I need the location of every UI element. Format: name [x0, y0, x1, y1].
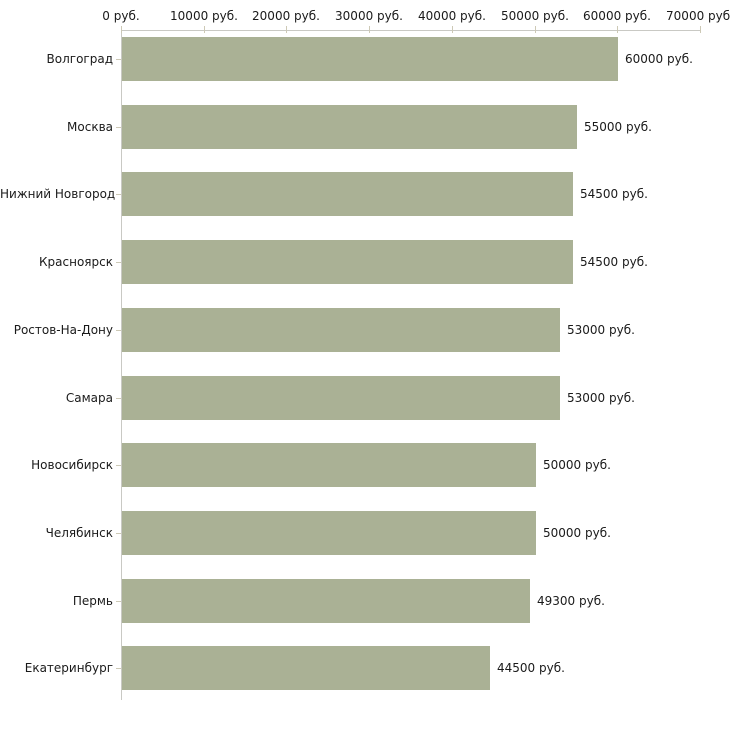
value-label: 54500 руб. — [580, 187, 648, 201]
y-axis-tick — [116, 465, 121, 466]
value-label: 50000 руб. — [543, 526, 611, 540]
category-label: Москва — [67, 120, 113, 134]
x-axis-tick-label: 70000 руб. — [666, 9, 730, 23]
x-axis-tick — [286, 26, 287, 33]
x-axis-tick-label: 20000 руб. — [252, 9, 320, 23]
x-axis-line — [121, 30, 700, 31]
y-axis-tick — [116, 533, 121, 534]
category-label: Ростов-На-Дону — [13, 323, 113, 337]
x-axis-tick-label: 10000 руб. — [170, 9, 238, 23]
category-label: Самара — [65, 391, 113, 405]
category-label: Волгоград — [46, 52, 113, 66]
x-axis-tick-label: 50000 руб. — [501, 9, 569, 23]
y-axis-line — [121, 30, 122, 700]
y-axis-tick — [116, 127, 121, 128]
y-axis-tick — [116, 601, 121, 602]
x-axis-tick-label: 40000 руб. — [418, 9, 486, 23]
x-axis-tick — [700, 26, 701, 33]
x-axis-tick — [369, 26, 370, 33]
y-axis-tick — [116, 668, 121, 669]
x-axis-tick-label: 30000 руб. — [335, 9, 403, 23]
value-label: 53000 руб. — [567, 391, 635, 405]
category-label: Челябинск — [45, 526, 113, 540]
y-axis-tick — [116, 59, 121, 60]
x-axis-tick — [204, 26, 205, 33]
bar — [122, 308, 560, 352]
category-label: Нижний Новгород — [0, 187, 116, 201]
category-label: Красноярск — [39, 255, 113, 269]
y-axis-tick — [116, 398, 121, 399]
bar — [122, 240, 573, 284]
bar — [122, 443, 536, 487]
value-label: 53000 руб. — [567, 323, 635, 337]
category-label: Екатеринбург — [24, 661, 113, 675]
x-axis-tick — [535, 26, 536, 33]
category-label: Новосибирск — [31, 458, 113, 472]
value-label: 60000 руб. — [625, 52, 693, 66]
value-label: 54500 руб. — [580, 255, 648, 269]
y-axis-tick — [116, 194, 121, 195]
x-axis-tick — [121, 26, 122, 33]
value-label: 50000 руб. — [543, 458, 611, 472]
bar — [122, 646, 490, 690]
y-axis-tick — [116, 330, 121, 331]
x-axis-tick — [452, 26, 453, 33]
value-label: 55000 руб. — [584, 120, 652, 134]
x-axis-tick-label: 60000 руб. — [583, 9, 651, 23]
bar — [122, 376, 560, 420]
value-label: 49300 руб. — [537, 594, 605, 608]
x-axis-tick — [617, 26, 618, 33]
bar — [122, 579, 530, 623]
x-axis-tick-label: 0 руб. — [102, 9, 140, 23]
bar — [122, 511, 536, 555]
bar — [122, 105, 577, 149]
bar — [122, 172, 573, 216]
category-label: Пермь — [72, 594, 113, 608]
y-axis-tick — [116, 262, 121, 263]
bar — [122, 37, 618, 81]
value-label: 44500 руб. — [497, 661, 565, 675]
